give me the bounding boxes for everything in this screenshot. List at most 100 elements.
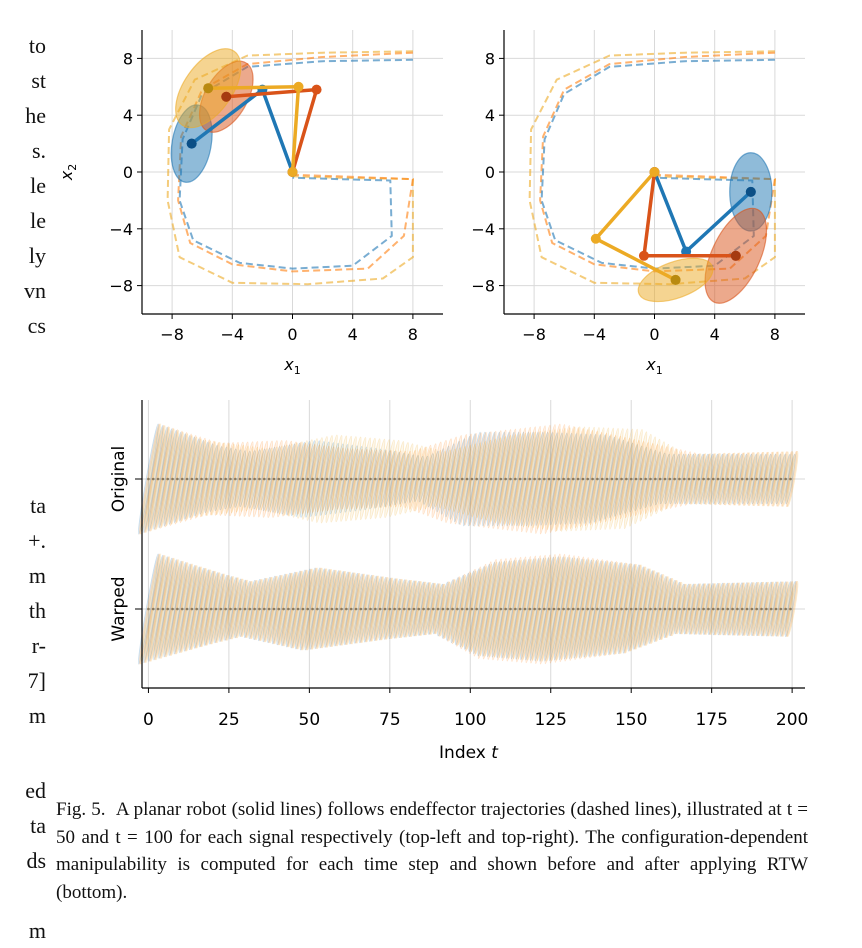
center-marker bbox=[605, 607, 609, 611]
center-marker bbox=[258, 607, 261, 611]
center-marker bbox=[296, 477, 300, 481]
y-axis-label: x2 bbox=[57, 164, 79, 181]
center-marker bbox=[427, 477, 430, 481]
center-marker bbox=[538, 477, 541, 481]
center-marker bbox=[301, 477, 305, 481]
center-marker bbox=[499, 477, 503, 481]
center-marker bbox=[654, 607, 657, 611]
center-marker bbox=[779, 607, 783, 611]
center-marker bbox=[692, 477, 696, 481]
center-marker bbox=[721, 607, 725, 611]
center-marker bbox=[277, 607, 281, 611]
center-marker bbox=[755, 607, 759, 611]
x-tick-label: 175 bbox=[695, 710, 727, 730]
center-marker bbox=[229, 607, 232, 611]
y-tick-label: −8 bbox=[471, 277, 495, 296]
center-marker bbox=[668, 477, 672, 481]
center-marker bbox=[639, 607, 643, 611]
center-marker bbox=[200, 607, 203, 611]
center-marker bbox=[407, 607, 411, 611]
center-marker bbox=[576, 477, 580, 481]
center-marker bbox=[634, 477, 638, 481]
center-marker bbox=[687, 477, 691, 481]
center-marker bbox=[745, 477, 749, 481]
left-column-fragment: s. bbox=[31, 138, 46, 163]
left-column-fragment: st bbox=[31, 68, 46, 93]
x-tick-label: 0 bbox=[143, 710, 154, 730]
center-marker bbox=[185, 477, 189, 481]
row-label: Original bbox=[109, 446, 129, 513]
center-marker bbox=[600, 477, 604, 481]
center-marker bbox=[176, 477, 179, 481]
left-column-fragment: +. bbox=[28, 528, 46, 553]
y-tick-label: 0 bbox=[485, 163, 495, 182]
center-marker bbox=[243, 607, 247, 611]
center-marker bbox=[263, 607, 266, 611]
center-marker bbox=[229, 477, 232, 481]
center-marker bbox=[480, 477, 483, 481]
center-marker bbox=[166, 607, 170, 611]
center-marker bbox=[620, 477, 623, 481]
left-column-fragments-3: ed ta ds bbox=[0, 773, 46, 878]
center-marker bbox=[282, 477, 285, 481]
center-marker bbox=[364, 607, 367, 611]
center-marker bbox=[176, 607, 179, 611]
x-tick-label: 0 bbox=[287, 325, 297, 344]
center-marker bbox=[514, 607, 517, 611]
center-marker bbox=[557, 477, 561, 481]
left-column-fragment: he bbox=[25, 103, 46, 128]
center-marker bbox=[456, 607, 459, 611]
center-marker bbox=[726, 607, 730, 611]
center-marker bbox=[750, 607, 754, 611]
center-marker bbox=[446, 477, 450, 481]
figure-caption: Fig. 5. A planar robot (solid lines) fol… bbox=[56, 796, 808, 906]
center-marker bbox=[489, 607, 493, 611]
center-marker bbox=[760, 477, 763, 481]
center-marker bbox=[441, 477, 445, 481]
center-marker bbox=[422, 607, 425, 611]
center-marker bbox=[291, 607, 295, 611]
center-marker bbox=[431, 477, 435, 481]
center-marker bbox=[658, 607, 662, 611]
center-marker bbox=[412, 477, 416, 481]
center-marker bbox=[562, 607, 565, 611]
center-marker bbox=[571, 607, 575, 611]
center-marker bbox=[475, 607, 479, 611]
center-marker bbox=[697, 607, 701, 611]
center-marker bbox=[219, 607, 223, 611]
center-marker bbox=[644, 607, 647, 611]
center-marker bbox=[649, 477, 652, 481]
center-marker bbox=[789, 477, 792, 481]
center-marker bbox=[151, 607, 155, 611]
center-marker bbox=[567, 607, 570, 611]
center-marker bbox=[740, 477, 744, 481]
left-column-fragment: ed bbox=[25, 778, 46, 803]
center-marker bbox=[340, 477, 343, 481]
center-marker bbox=[369, 477, 372, 481]
left-column-fragment: to bbox=[28, 33, 46, 58]
center-marker bbox=[287, 607, 290, 611]
center-marker bbox=[258, 477, 261, 481]
x-tick-label: 125 bbox=[535, 710, 567, 730]
x-axis-label-symbol: t bbox=[491, 743, 499, 763]
center-marker bbox=[190, 477, 194, 481]
center-marker bbox=[335, 607, 339, 611]
center-marker bbox=[678, 607, 681, 611]
center-marker bbox=[571, 477, 575, 481]
caption-text: A planar robot (solid lines) follows end… bbox=[56, 799, 813, 903]
center-marker bbox=[726, 477, 730, 481]
center-marker bbox=[446, 607, 450, 611]
center-marker bbox=[272, 477, 276, 481]
center-marker bbox=[649, 607, 652, 611]
center-marker bbox=[499, 607, 503, 611]
center-marker bbox=[533, 607, 536, 611]
center-marker bbox=[547, 477, 551, 481]
center-marker bbox=[509, 477, 512, 481]
center-marker bbox=[736, 607, 739, 611]
center-marker bbox=[195, 607, 199, 611]
center-marker bbox=[707, 607, 710, 611]
center-marker bbox=[407, 477, 411, 481]
center-marker bbox=[470, 477, 474, 481]
center-marker bbox=[784, 477, 787, 481]
center-marker bbox=[736, 477, 739, 481]
